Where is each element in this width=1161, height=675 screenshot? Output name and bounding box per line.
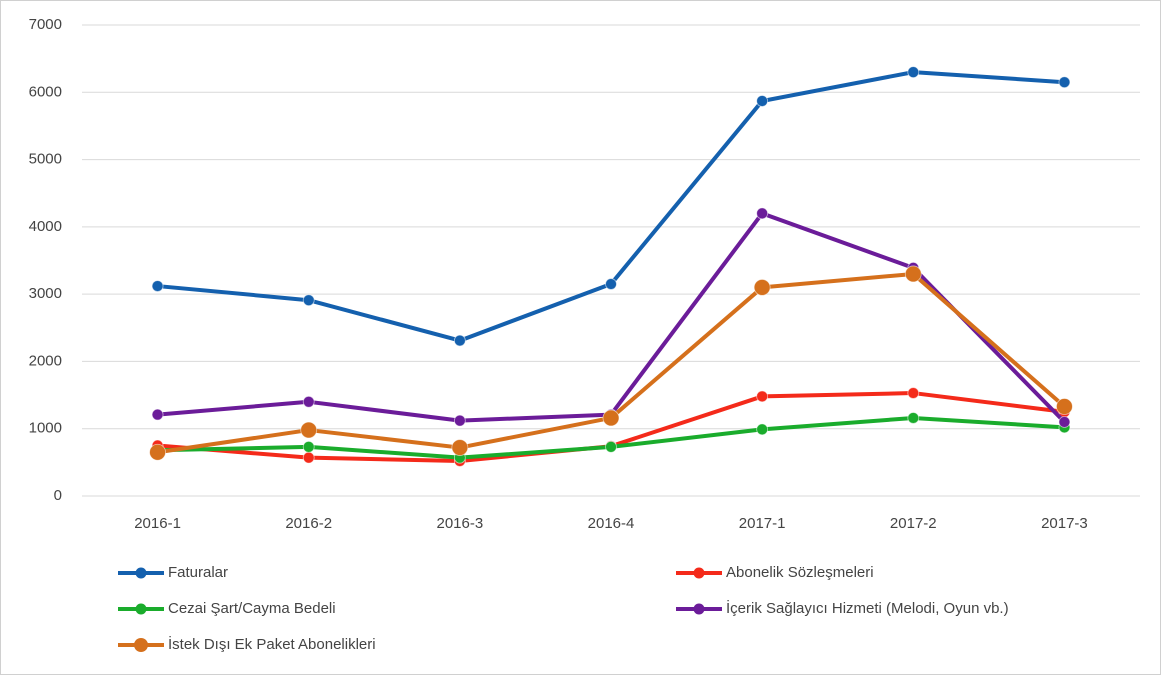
x-tick-label: 2016-3 xyxy=(436,515,483,532)
y-tick-label: 6000 xyxy=(29,83,62,100)
x-tick-label: 2017-2 xyxy=(890,515,937,532)
point xyxy=(904,265,922,283)
y-tick-label: 0 xyxy=(54,487,62,504)
legend-marker xyxy=(693,567,705,579)
point xyxy=(1056,398,1073,415)
point xyxy=(302,451,315,464)
x-tick-label: 2016-4 xyxy=(588,515,635,532)
legend-label: Abonelik Sözleşmeleri xyxy=(726,564,874,581)
x-tick-label: 2017-3 xyxy=(1041,515,1088,532)
point xyxy=(1058,416,1071,428)
x-tick-label: 2017-1 xyxy=(739,515,786,532)
legend-label: İçerik Sağlayıcı Hizmeti (Melodi, Oyun v… xyxy=(726,599,1009,617)
point xyxy=(302,294,315,307)
point xyxy=(756,95,769,107)
y-tick-label: 2000 xyxy=(29,352,62,369)
y-tick-label: 1000 xyxy=(29,420,62,437)
point xyxy=(1058,76,1071,89)
point xyxy=(151,408,164,421)
legend-label: Faturalar xyxy=(168,564,228,581)
legend-marker xyxy=(135,567,147,579)
point xyxy=(453,334,466,347)
point xyxy=(302,440,315,453)
point xyxy=(451,439,469,456)
legend-marker xyxy=(693,603,705,615)
point xyxy=(453,414,466,427)
point xyxy=(907,387,920,399)
y-tick-label: 5000 xyxy=(29,151,62,168)
point xyxy=(907,412,920,424)
point xyxy=(756,390,769,403)
y-tick-label: 4000 xyxy=(29,218,62,235)
point xyxy=(149,443,166,461)
point xyxy=(302,395,315,408)
point xyxy=(605,440,617,453)
legend-label: Cezai Şart/Cayma Bedeli xyxy=(168,600,336,617)
x-tick-label: 2016-2 xyxy=(285,515,332,532)
point xyxy=(907,66,920,78)
x-tick-label: 2016-1 xyxy=(134,515,181,532)
point xyxy=(756,207,769,220)
y-tick-label: 7000 xyxy=(29,16,62,33)
legend-marker xyxy=(135,603,147,615)
legend-marker xyxy=(134,638,148,652)
y-tick-label: 3000 xyxy=(29,285,62,302)
point xyxy=(753,279,771,296)
point xyxy=(605,278,617,290)
point xyxy=(300,421,318,439)
point xyxy=(756,423,769,436)
point xyxy=(602,409,620,427)
legend-label: İstek Dışı Ek Paket Abonelikleri xyxy=(168,635,376,653)
point xyxy=(151,280,164,292)
